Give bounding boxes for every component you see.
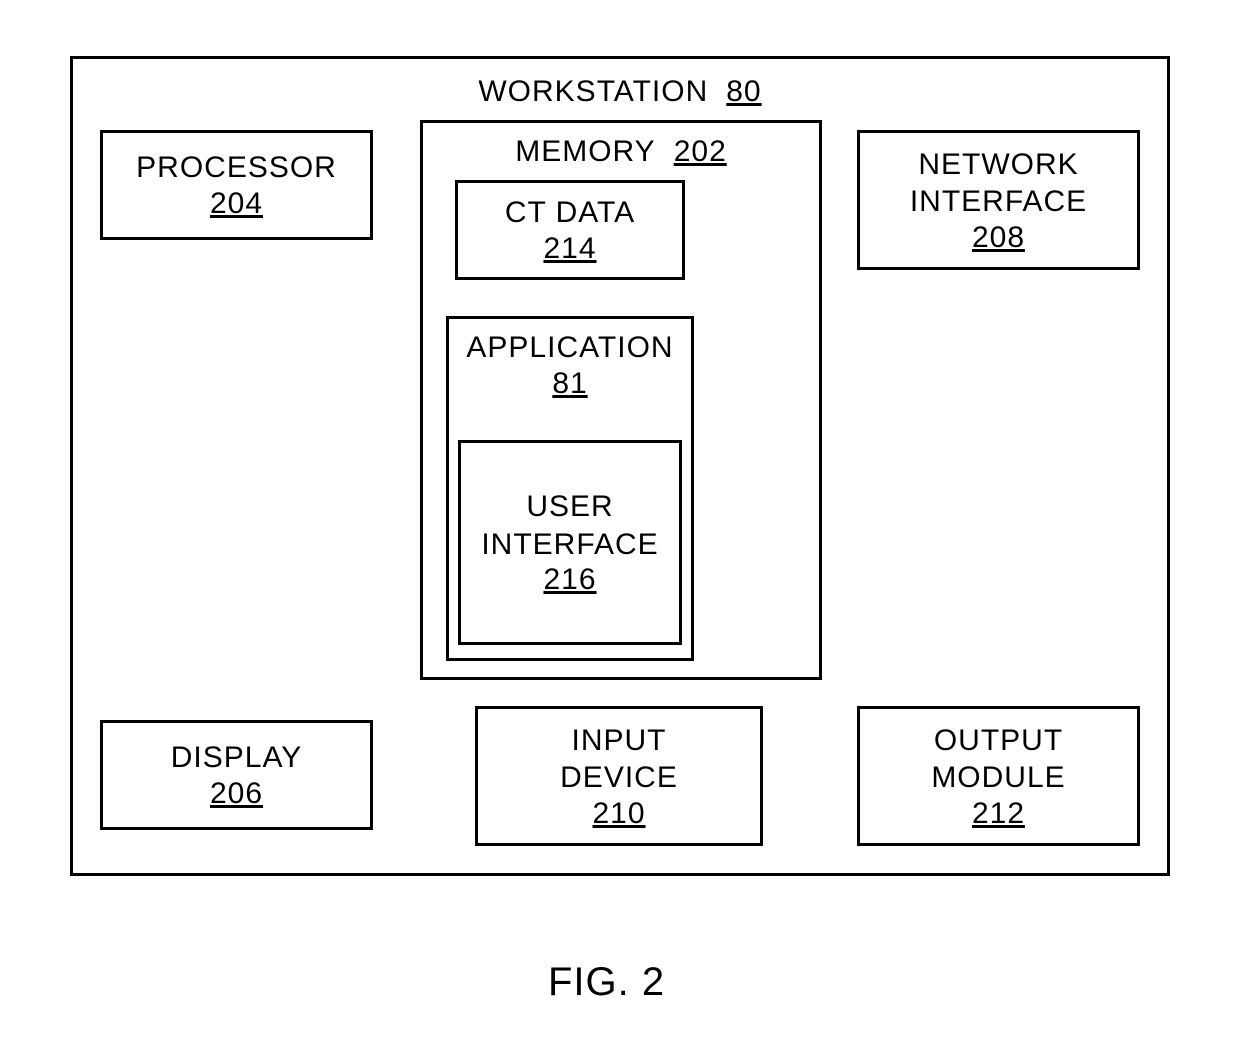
user-interface-label-2: INTERFACE xyxy=(481,526,658,564)
workstation-label: WORKSTATION xyxy=(478,73,708,111)
user-interface-box: USER INTERFACE 216 xyxy=(458,440,682,645)
output-module-label-1: OUTPUT xyxy=(934,722,1063,760)
display-box: DISPLAY 206 xyxy=(100,720,373,830)
network-interface-ref: 208 xyxy=(972,221,1025,255)
diagram-canvas: WORKSTATION 80 PROCESSOR 204 NETWORK INT… xyxy=(0,0,1240,1042)
ct-data-ref: 214 xyxy=(543,232,596,266)
memory-title: MEMORY 202 xyxy=(515,133,727,171)
ct-data-label: CT DATA xyxy=(505,194,635,232)
output-module-label-2: MODULE xyxy=(931,759,1065,797)
network-interface-label-1: NETWORK xyxy=(918,146,1078,184)
figure-caption: FIG. 2 xyxy=(548,960,665,1005)
output-module-box: OUTPUT MODULE 212 xyxy=(857,706,1140,846)
processor-box: PROCESSOR 204 xyxy=(100,130,373,240)
application-label: APPLICATION xyxy=(466,329,673,367)
network-interface-label-2: INTERFACE xyxy=(910,183,1087,221)
output-module-ref: 212 xyxy=(972,797,1025,831)
network-interface-box: NETWORK INTERFACE 208 xyxy=(857,130,1140,270)
processor-ref: 204 xyxy=(210,187,263,221)
display-ref: 206 xyxy=(210,777,263,811)
workstation-ref: 80 xyxy=(726,75,761,109)
input-device-ref: 210 xyxy=(592,797,645,831)
workstation-title: WORKSTATION 80 xyxy=(478,73,761,111)
user-interface-ref: 216 xyxy=(543,563,596,597)
memory-label: MEMORY xyxy=(515,133,655,171)
input-device-box: INPUT DEVICE 210 xyxy=(475,706,763,846)
memory-ref: 202 xyxy=(674,135,727,169)
ct-data-box: CT DATA 214 xyxy=(455,180,685,280)
user-interface-label-1: USER xyxy=(526,488,613,526)
input-device-label-1: INPUT xyxy=(572,722,667,760)
application-ref: 81 xyxy=(552,367,587,401)
display-label: DISPLAY xyxy=(171,739,303,777)
processor-label: PROCESSOR xyxy=(136,149,337,187)
input-device-label-2: DEVICE xyxy=(560,759,678,797)
